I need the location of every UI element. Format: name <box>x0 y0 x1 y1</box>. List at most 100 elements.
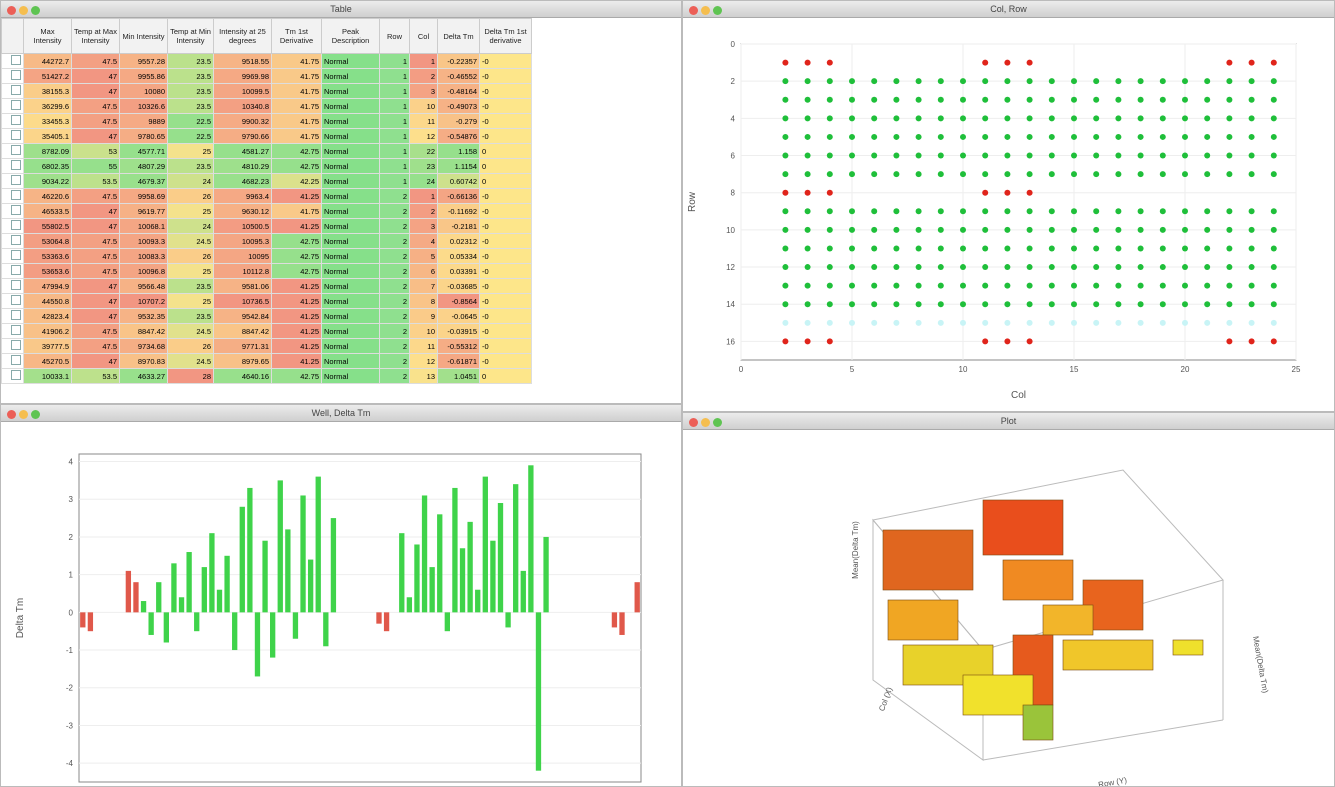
table-cell: 41.25 <box>271 353 322 369</box>
bar <box>285 529 291 613</box>
checkbox[interactable] <box>11 310 21 320</box>
table-cell: 9955.86 <box>119 68 168 84</box>
bar <box>406 597 413 613</box>
table-cell: -0 <box>479 278 532 294</box>
table-cell: 42823.4 <box>23 308 72 324</box>
point <box>826 282 833 289</box>
point <box>960 78 966 85</box>
bar <box>201 567 207 613</box>
point <box>804 264 811 271</box>
checkbox[interactable] <box>11 115 21 125</box>
bar <box>437 514 443 613</box>
header-cell: Peak Description <box>321 18 380 54</box>
table-cell: -0.2181 <box>437 218 480 234</box>
checkbox[interactable] <box>11 265 21 275</box>
point <box>1270 245 1277 252</box>
point <box>1137 282 1144 289</box>
header-cell: Col <box>409 18 438 54</box>
point <box>1182 245 1188 252</box>
point <box>1226 78 1233 85</box>
point <box>1026 133 1033 140</box>
point <box>982 319 989 326</box>
table-cell: 0.05334 <box>437 248 480 264</box>
checkbox[interactable] <box>11 145 21 155</box>
table-cell: 46220.6 <box>23 188 72 204</box>
point <box>1048 152 1055 159</box>
point <box>826 301 833 308</box>
checkbox-cell <box>1 293 24 309</box>
table-cell: 23.5 <box>167 158 214 174</box>
point <box>1004 338 1011 345</box>
bars-window: Well, Delta Tm -4 -3 -2 -1 0 1 2 3 4 Delta Tm <box>0 404 682 787</box>
table-cell: 47.5 <box>71 233 120 249</box>
table-cell: 41.25 <box>271 218 322 234</box>
table-cell: 41.75 <box>271 203 322 219</box>
table-cell: 23 <box>409 158 438 174</box>
table-cell: 47994.9 <box>23 278 72 294</box>
point <box>1248 264 1255 271</box>
point <box>1004 115 1011 122</box>
checkbox[interactable] <box>11 70 21 80</box>
checkbox[interactable] <box>11 250 21 260</box>
plot-area <box>78 453 642 783</box>
checkbox-cell <box>1 263 24 279</box>
point <box>982 96 989 103</box>
checkbox[interactable] <box>11 325 21 335</box>
checkbox[interactable] <box>11 355 21 365</box>
point <box>1182 115 1188 122</box>
checkbox[interactable] <box>11 100 21 110</box>
table-row: 33455.3 47.5 9889 22.5 9900.32 41.75 Normal 1 11… <box>1 113 532 129</box>
point <box>915 78 922 85</box>
point <box>804 245 811 252</box>
checkbox[interactable] <box>11 130 21 140</box>
point <box>982 152 989 159</box>
table-cell: 55802.5 <box>23 218 72 234</box>
point <box>871 282 878 289</box>
checkbox[interactable] <box>11 295 21 305</box>
checkbox[interactable] <box>11 340 21 350</box>
point <box>1048 78 1055 85</box>
checkbox[interactable] <box>11 235 21 245</box>
checkbox[interactable] <box>11 55 21 65</box>
point <box>1182 133 1188 140</box>
checkbox-cell <box>1 308 24 324</box>
table-row: 41906.2 47.5 8847.42 24.5 8847.42 41.25 Normal… <box>1 323 532 339</box>
point <box>782 264 789 271</box>
point <box>982 208 989 215</box>
checkbox[interactable] <box>11 190 21 200</box>
point <box>893 245 900 252</box>
table-cell: -0 <box>479 323 532 339</box>
bar <box>292 612 299 639</box>
point <box>849 319 855 326</box>
checkbox[interactable] <box>11 220 21 230</box>
point <box>804 96 811 103</box>
bar-blocks <box>882 499 1204 741</box>
checkbox[interactable] <box>11 205 21 215</box>
table-cell: 2 <box>379 233 410 249</box>
header-cell: Delta Tm <box>437 18 480 54</box>
checkbox[interactable] <box>11 160 21 170</box>
point <box>982 133 989 140</box>
point <box>893 264 900 271</box>
point <box>1270 264 1277 271</box>
header-cell: Temp at Max Intensity <box>71 18 120 54</box>
table-cell: 2 <box>379 293 410 309</box>
point <box>1115 264 1122 271</box>
bar <box>307 559 314 613</box>
checkbox[interactable] <box>11 85 21 95</box>
bar <box>619 612 625 635</box>
point <box>1226 301 1233 308</box>
y-tick-label: 0 <box>731 40 736 49</box>
table-cell: 41.25 <box>271 188 322 204</box>
checkbox[interactable] <box>11 175 21 185</box>
table-cell: 41.25 <box>271 293 322 309</box>
checkbox[interactable] <box>11 370 21 380</box>
table-cell: 9780.65 <box>119 128 168 144</box>
point <box>1182 96 1188 103</box>
table-cell: 41.75 <box>271 83 322 99</box>
header-cell: Delta Tm 1st derivative <box>479 18 532 54</box>
checkbox[interactable] <box>11 280 21 290</box>
table-cell: 10 <box>409 98 438 114</box>
point <box>915 115 922 122</box>
table-cell: 41906.2 <box>23 323 72 339</box>
